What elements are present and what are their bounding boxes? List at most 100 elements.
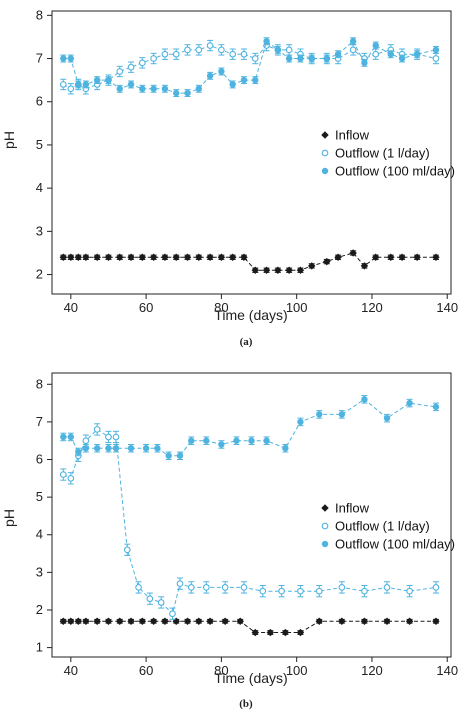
x-axis-label-a: Time (days)	[214, 307, 287, 323]
data-point	[334, 253, 342, 261]
data-point	[93, 617, 101, 625]
data-point	[104, 253, 113, 261]
data-point	[263, 437, 270, 444]
y-tick-label: 3	[36, 223, 43, 238]
data-point	[161, 85, 169, 92]
data-point	[187, 584, 195, 591]
data-point	[75, 81, 82, 88]
data-point	[161, 50, 169, 58]
data-point	[127, 81, 135, 88]
data-point	[323, 257, 331, 266]
data-point	[323, 55, 330, 62]
data-point	[112, 433, 120, 441]
data-point	[218, 46, 225, 54]
plot-area-a: 40 60 80 100 120 140 2 3 4 5 6 7 8 Inflow Outflow (1 l…	[36, 7, 458, 315]
data-point	[229, 81, 236, 88]
x-tick-label: 80	[214, 300, 228, 315]
data-point	[203, 437, 210, 444]
x-tick-label: 140	[436, 300, 458, 315]
data-point	[281, 628, 290, 637]
data-point	[236, 617, 244, 625]
data-point	[59, 81, 67, 88]
plot-frame	[51, 10, 452, 295]
series-diamond	[59, 617, 440, 637]
data-point	[383, 414, 391, 422]
data-point	[116, 68, 124, 75]
data-point	[176, 580, 184, 587]
data-point	[195, 253, 203, 261]
legend-marker	[321, 522, 329, 530]
data-point	[172, 253, 180, 261]
data-point	[67, 85, 75, 93]
data-point	[228, 253, 237, 261]
x-tick-label: 120	[361, 300, 383, 315]
data-point	[127, 617, 135, 625]
data-point	[278, 587, 285, 595]
x-tick-label: 40	[64, 300, 78, 315]
legend-marker	[321, 149, 329, 157]
data-point	[266, 628, 275, 637]
data-point	[406, 399, 413, 407]
data-point	[316, 411, 323, 418]
data-point	[127, 445, 135, 452]
data-point	[315, 617, 323, 625]
data-point	[221, 617, 229, 625]
data-point	[274, 266, 282, 274]
data-point	[183, 617, 192, 625]
x-tick-label: 120	[361, 663, 383, 678]
data-point	[150, 85, 157, 92]
data-point	[184, 89, 191, 97]
chart-panel-a: 40 60 80 100 120 140 2 3 4 5 6 7 8 Inflow Outflow (1 l…	[1, 7, 458, 348]
data-point	[372, 50, 380, 58]
data-point	[161, 253, 169, 261]
data-point	[361, 59, 368, 67]
data-point	[432, 403, 440, 411]
legend-label: Outflow (1 l/day)	[335, 146, 430, 161]
y-tick-label: 6	[36, 94, 43, 109]
data-point	[383, 584, 391, 591]
x-tick-label: 80	[214, 663, 228, 678]
data-point	[252, 76, 259, 84]
data-point	[116, 253, 124, 261]
data-point	[172, 50, 180, 58]
plot-frame	[51, 372, 452, 658]
y-tick-label: 4	[36, 527, 43, 542]
panel-label-b: (b)	[239, 698, 253, 710]
data-point	[142, 445, 150, 452]
data-point	[75, 448, 82, 456]
data-point	[59, 253, 68, 261]
legend-label: Inflow	[335, 128, 370, 143]
data-point	[67, 433, 75, 441]
data-point	[285, 46, 293, 54]
data-point	[67, 253, 75, 261]
data-point	[138, 253, 147, 261]
series-filled	[60, 37, 440, 98]
data-point	[59, 471, 67, 478]
legend-marker	[321, 131, 329, 139]
data-point	[349, 38, 357, 45]
x-tick-label: 60	[139, 300, 153, 315]
data-point	[349, 249, 357, 257]
series-open	[59, 39, 440, 95]
data-point	[251, 266, 259, 274]
data-point	[371, 253, 380, 261]
data-point	[405, 617, 414, 625]
data-point	[285, 266, 293, 274]
data-point	[169, 610, 176, 618]
data-point	[217, 253, 226, 261]
panel-label-a: (a)	[240, 336, 253, 348]
legend-label: Outflow (100 ml/day)	[335, 537, 455, 552]
data-point	[105, 76, 112, 84]
x-tick-label: 40	[64, 663, 78, 678]
legend: Inflow Outflow (1 l/day) Outflow (100 ml/d…	[321, 501, 455, 552]
data-point	[296, 266, 305, 274]
data-point	[240, 253, 248, 261]
data-point	[432, 55, 440, 62]
data-point	[104, 617, 113, 625]
data-point	[432, 46, 440, 54]
legend-marker	[321, 504, 329, 512]
data-point	[338, 411, 346, 418]
data-point	[60, 55, 67, 62]
data-point	[221, 584, 229, 591]
